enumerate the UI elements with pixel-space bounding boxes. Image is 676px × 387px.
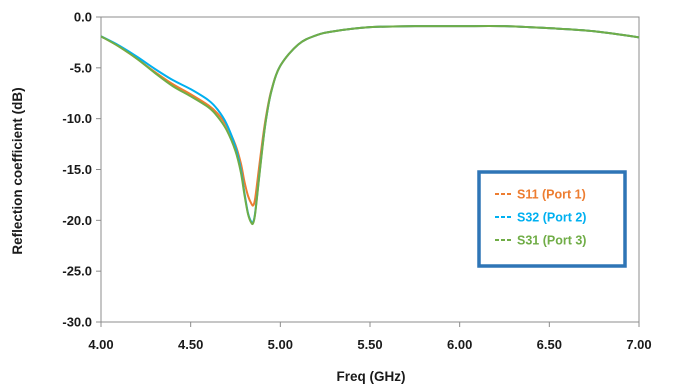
- x-tick-label: 4.00: [88, 337, 113, 352]
- legend-label: S31 (Port 3): [517, 234, 586, 248]
- plot-area: [100, 16, 640, 323]
- x-tick-label: 4.50: [178, 337, 203, 352]
- x-axis-label: Freq (GHz): [337, 369, 406, 384]
- x-axis-ticks: 4.00 4.50 5.00 5.50 6.00 6.50 7.00: [88, 322, 652, 352]
- legend-label: S32 (Port 2): [517, 211, 586, 225]
- y-tick-label: -10.0: [62, 111, 92, 126]
- y-tick-label: -30.0: [62, 315, 92, 330]
- plot-frame: [100, 16, 640, 323]
- x-tick-label: 7.00: [626, 337, 651, 352]
- y-axis-ticks: 0.0 -5.0 -10.0 -15.0 -20.0 -25.0 -30.0: [62, 10, 101, 330]
- legend-box: [477, 170, 627, 268]
- y-tick-label: -15.0: [62, 162, 92, 177]
- y-tick-label: -25.0: [62, 264, 92, 279]
- x-tick-label: 5.50: [357, 337, 382, 352]
- x-tick-label: 6.50: [537, 337, 562, 352]
- series-layer: [100, 25, 640, 226]
- legend: S11 (Port 1) S32 (Port 2) S31 (Port 3): [477, 170, 627, 268]
- y-tick-label: -20.0: [62, 213, 92, 228]
- x-tick-label: 5.00: [268, 337, 293, 352]
- x-tick-label: 6.00: [447, 337, 472, 352]
- legend-label: S11 (Port 1): [517, 188, 586, 202]
- y-tick-label: -5.0: [70, 60, 92, 75]
- series-line-s31-port-3: [100, 25, 640, 226]
- y-tick-label: 0.0: [74, 10, 92, 25]
- y-axis-label: Reflection coefficient (dB): [10, 87, 25, 254]
